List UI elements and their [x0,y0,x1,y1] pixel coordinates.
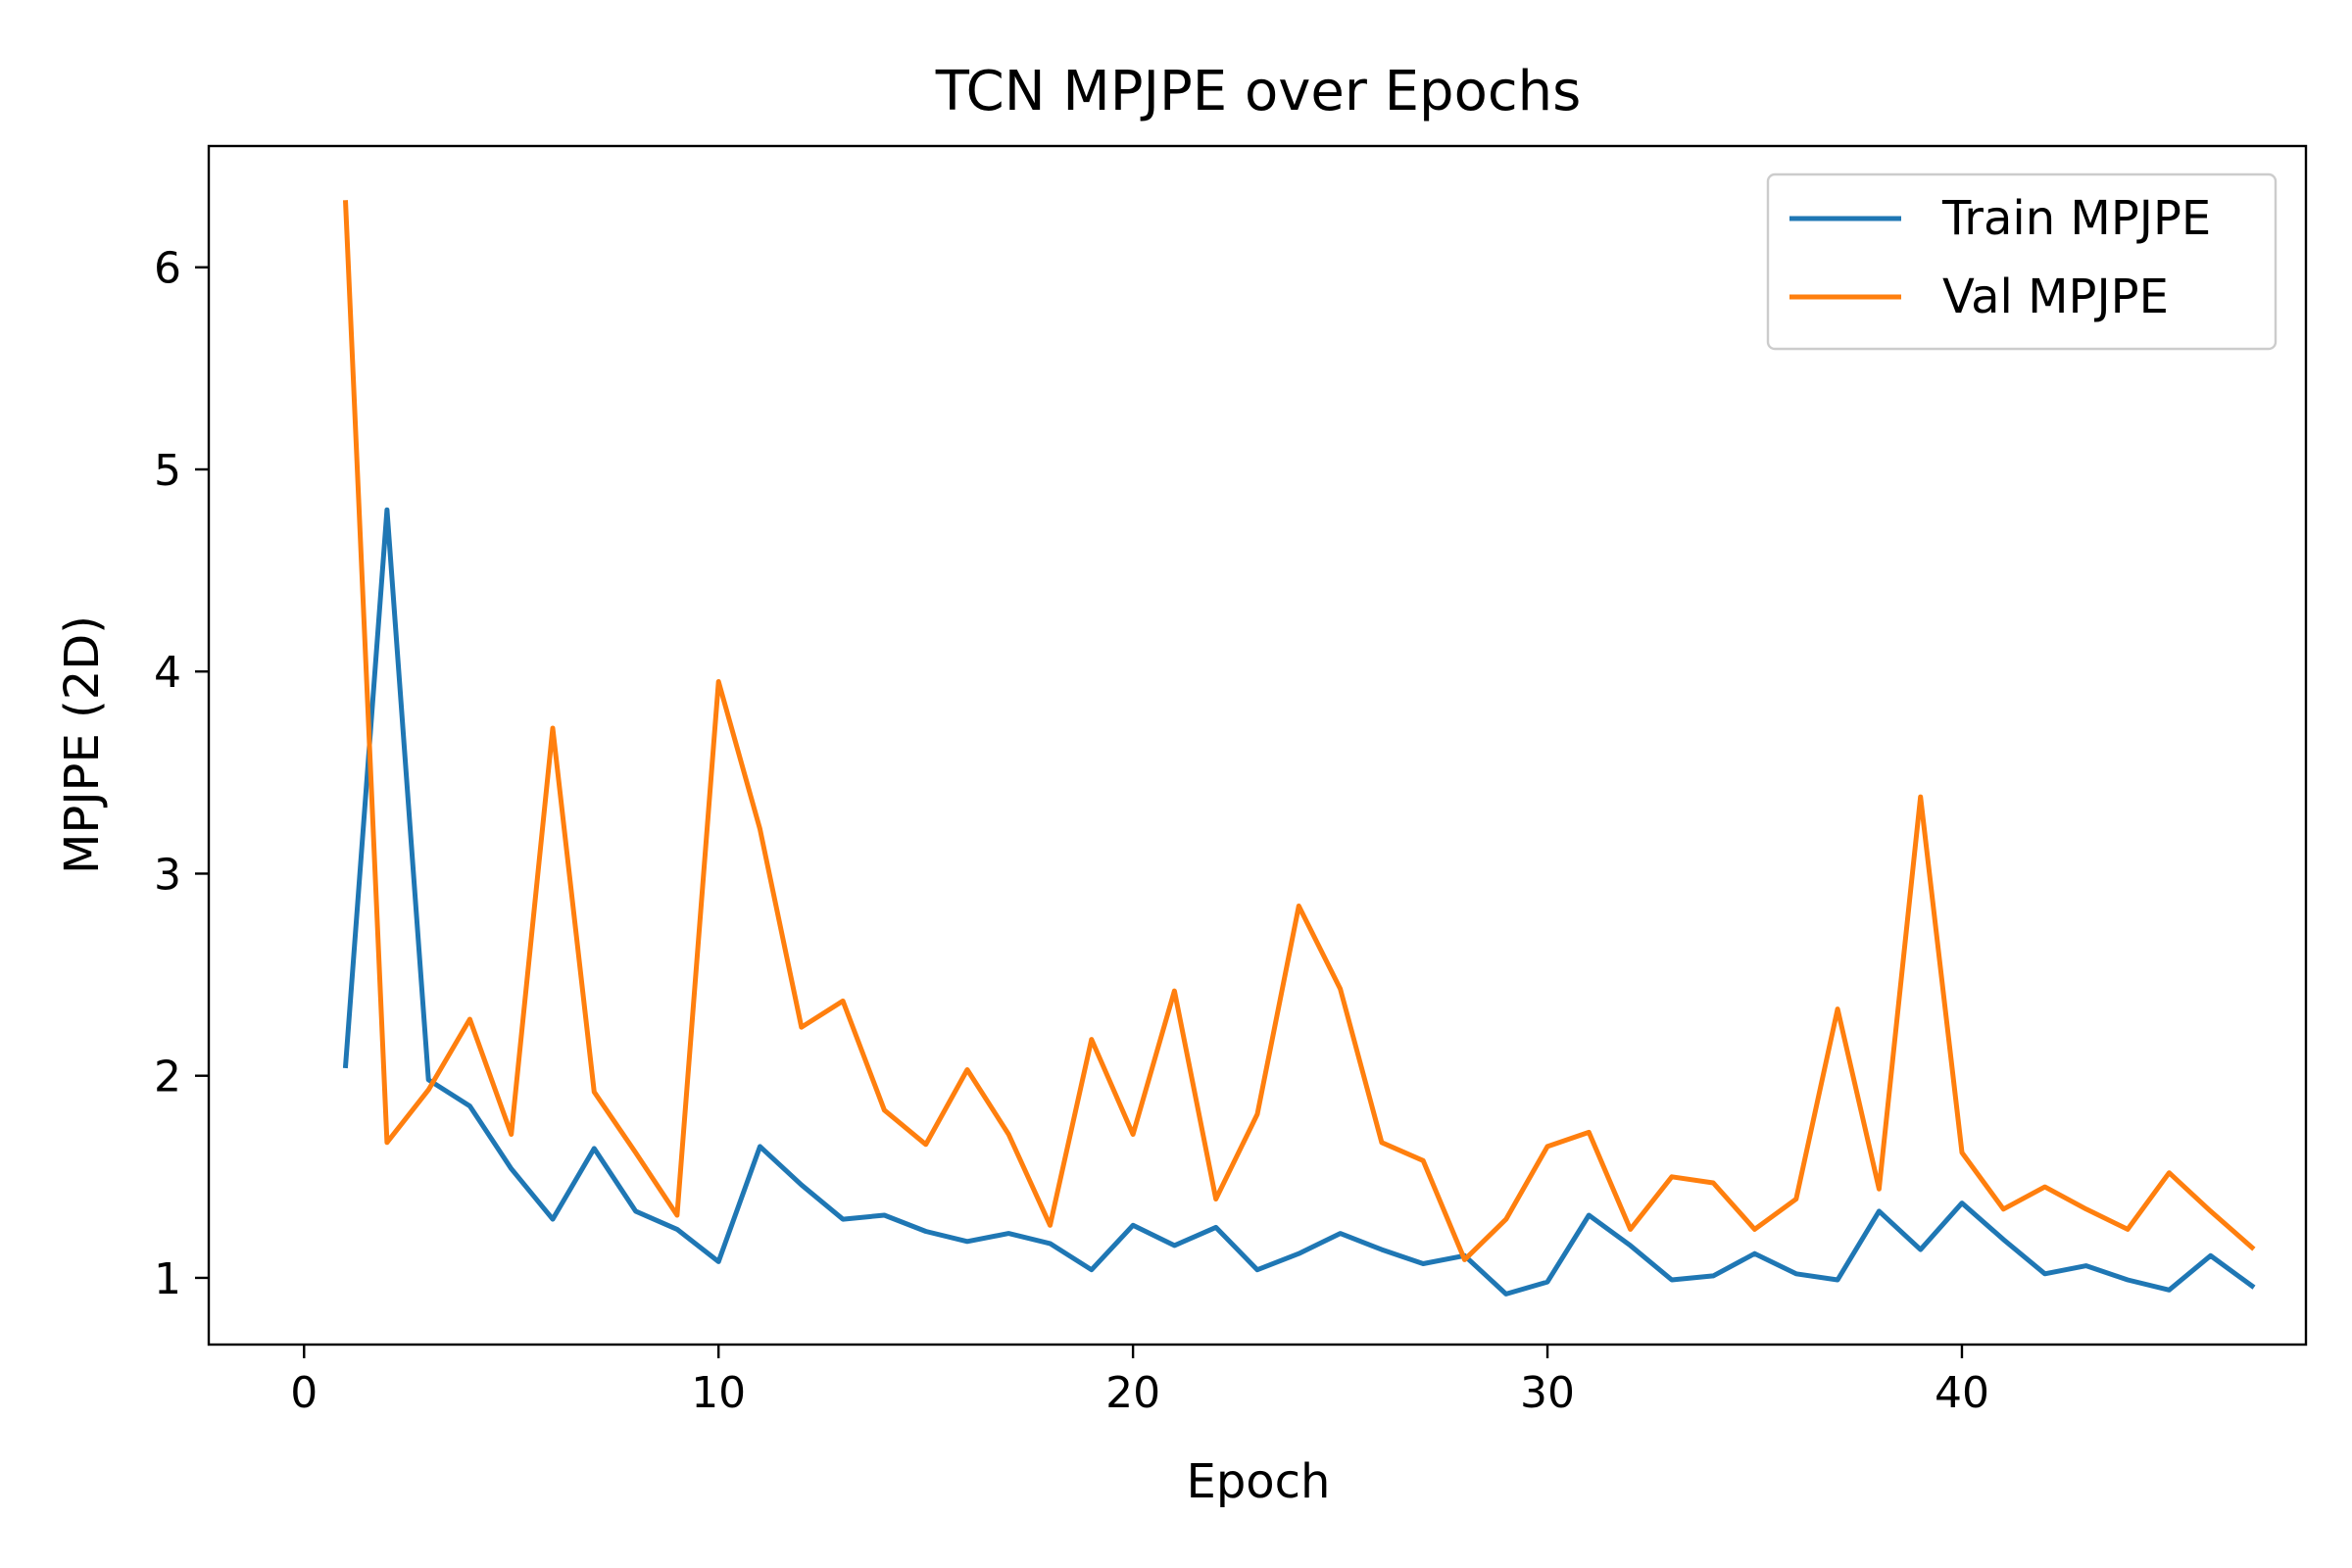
series-line-train [342,507,2256,1297]
y-tick-label: 4 [154,648,181,698]
legend-label-val: Val MPJPE [1942,270,2169,324]
x-axis-ticks: 0 10 20 30 40 [290,1345,1989,1418]
x-tick-label: 30 [1520,1368,1575,1418]
y-tick-label: 5 [154,446,181,496]
series-line-val [342,200,2256,1262]
y-tick-label: 6 [154,244,181,294]
x-tick-label: 20 [1105,1368,1160,1418]
y-tick-label: 2 [154,1053,181,1102]
y-axis-label: MPJPE (2D) [55,615,110,874]
x-tick-label: 40 [1935,1368,1989,1418]
x-tick-label: 0 [290,1368,318,1418]
legend-label-train: Train MPJPE [1941,191,2211,246]
x-tick-label: 10 [691,1368,746,1418]
y-axis-ticks: 1 2 3 4 5 6 [154,244,209,1304]
chart-title: TCN MPJPE over Epochs [935,60,1582,123]
y-tick-label: 3 [154,850,181,900]
plot-frame [207,144,2308,1347]
series-layer [342,200,2256,1297]
x-axis-label: Epoch [1187,1454,1331,1509]
plot-area [207,144,2308,1347]
legend: Train MPJPE Val MPJPE [1766,172,2278,351]
y-tick-label: 1 [154,1254,181,1304]
